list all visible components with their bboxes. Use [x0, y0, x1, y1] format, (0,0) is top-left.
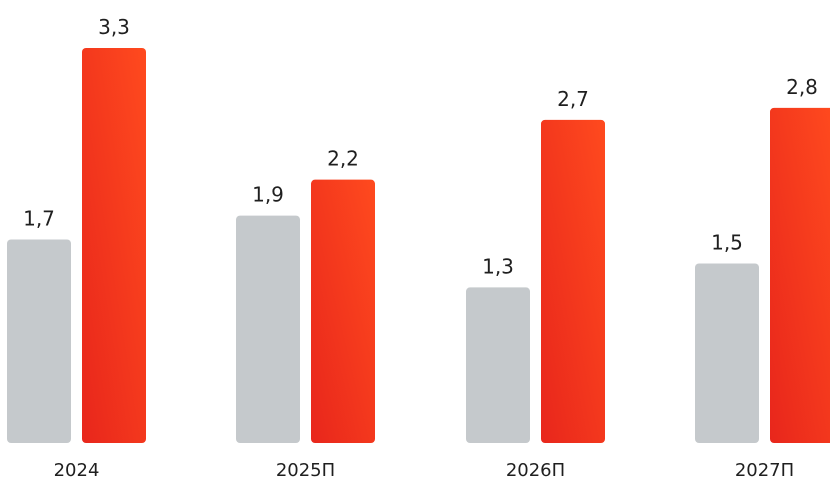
- value-label-2026П-series-1: 1,3: [482, 254, 514, 278]
- x-axis-ticks: 2024 2025П 2026П 2027П: [54, 460, 795, 478]
- bar-2024-series-2: [82, 48, 146, 443]
- x-tick-label-2026П: 2026П: [506, 460, 565, 478]
- bars-group: [7, 48, 830, 444]
- x-tick-label-2027П: 2027П: [735, 460, 794, 478]
- x-tick-label-2025П: 2025П: [276, 460, 335, 478]
- bar-2025П-series-1: [236, 215, 300, 443]
- bar-2025П-series-2: [311, 179, 375, 443]
- value-label-2026П-series-2: 2,7: [557, 87, 589, 111]
- value-label-2027П-series-2: 2,8: [786, 75, 818, 99]
- bar-2026П-series-1: [466, 287, 530, 443]
- bar-2027П-series-2: [770, 107, 830, 443]
- value-label-2024-series-2: 3,3: [98, 15, 130, 39]
- value-label-2025П-series-2: 2,2: [327, 147, 359, 171]
- value-labels-group: 1,7 3,3 1,9 2,2 1,3 2,7 1,5 2,8: [23, 15, 818, 278]
- bar-2024-series-1: [7, 239, 71, 443]
- x-tick-label-2024: 2024: [54, 460, 100, 478]
- value-label-2027П-series-1: 1,5: [711, 230, 743, 254]
- bar-2026П-series-2: [541, 119, 605, 444]
- value-label-2025П-series-1: 1,9: [252, 183, 284, 207]
- value-label-2024-series-1: 1,7: [23, 207, 55, 231]
- bar-2027П-series-1: [695, 263, 759, 443]
